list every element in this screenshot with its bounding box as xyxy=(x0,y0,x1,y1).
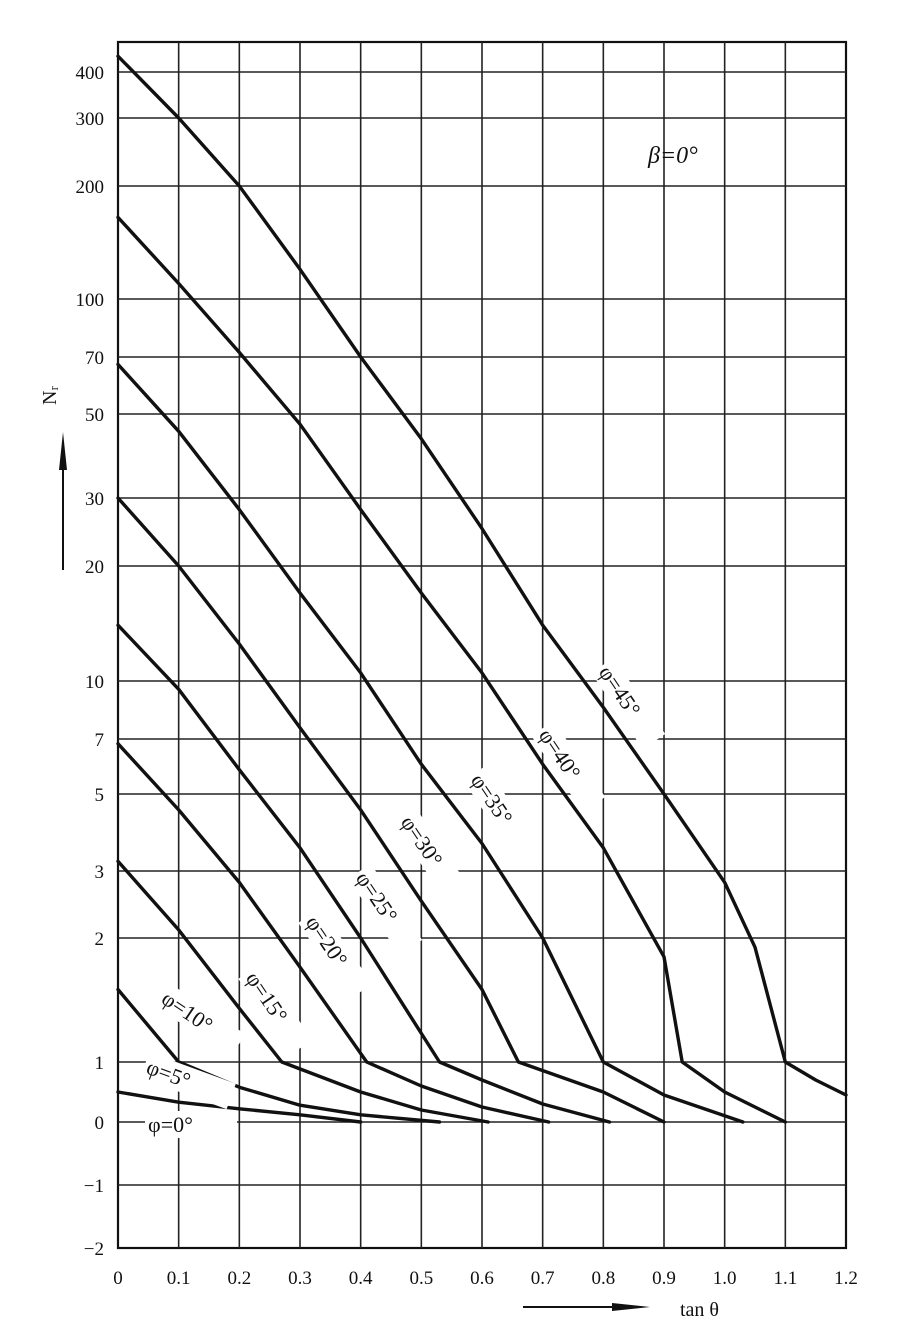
x-axis-label: tan θ xyxy=(680,1299,719,1321)
y-tick-label: 100 xyxy=(76,290,105,311)
y-tick-label: 1 xyxy=(95,1053,105,1074)
series-label-backdrop xyxy=(348,863,423,956)
curve-line xyxy=(116,496,666,1124)
grid-layer xyxy=(116,40,848,1250)
y-tick-label: 30 xyxy=(85,489,104,510)
series-label-backdrop xyxy=(154,982,246,1057)
x-tick-label: 0.8 xyxy=(591,1268,615,1289)
y-tick-label: 3 xyxy=(95,862,105,883)
y-tick-label: 20 xyxy=(85,557,104,578)
series-label-group: φ=15° xyxy=(238,963,313,1056)
curve-line xyxy=(116,742,551,1124)
curve-line xyxy=(116,362,745,1124)
series-label: φ=10° xyxy=(157,985,217,1037)
series-label-backdrop xyxy=(298,907,373,1000)
y-tick-label: −2 xyxy=(84,1239,104,1260)
series-label: φ=25° xyxy=(351,867,403,927)
y-tick-label: 2 xyxy=(95,929,105,950)
series-label: φ=45° xyxy=(594,661,646,721)
y-tick-label: 400 xyxy=(76,63,105,84)
series-label: φ=30° xyxy=(396,811,448,871)
x-tick-label: 0.7 xyxy=(531,1268,555,1289)
series-label-group: φ=25° xyxy=(348,863,423,956)
series-label-layer: φ=0°φ=5° φ=10° φ=15°φ=20°φ=25°φ=30° φ=35° φ=… xyxy=(140,657,666,1138)
x-tick-label: 1.0 xyxy=(713,1268,737,1289)
series-label-backdrop xyxy=(463,765,538,858)
y-tick-label: 50 xyxy=(85,405,104,426)
series-label: φ=0° xyxy=(148,1112,193,1137)
y-tick-label: 5 xyxy=(95,785,105,806)
series-label-group: φ=10° xyxy=(154,982,246,1057)
x-tick-labels: 0 0.1 0.2 0.3 0.4 0.5 0.6 0.7 0.8 0.9 1.0 1.1 1.2 xyxy=(113,1268,858,1289)
series-label-backdrop xyxy=(591,657,666,750)
curve-line xyxy=(116,987,442,1124)
series-label-group: φ=0° xyxy=(145,1111,237,1138)
series-label-backdrop xyxy=(393,807,468,900)
x-tick-label: 0.2 xyxy=(227,1268,251,1289)
curve-line xyxy=(116,623,612,1124)
x-tick-label: 0 xyxy=(113,1268,123,1289)
series-layer xyxy=(116,54,848,1124)
x-tick-label: 1.1 xyxy=(773,1268,797,1289)
y-axis-label: Nᵣ xyxy=(39,386,61,405)
series-label: φ=35° xyxy=(466,769,518,829)
y-tick-label: 7 xyxy=(95,730,105,751)
curve-line xyxy=(116,859,490,1124)
series-label-group: φ=35° xyxy=(463,765,538,858)
x-tick-label: 0.6 xyxy=(470,1268,494,1289)
series-label-backdrop xyxy=(531,720,606,813)
curve-line xyxy=(116,1090,363,1124)
x-tick-label: 1.2 xyxy=(834,1268,858,1289)
series-label-group: φ=5° xyxy=(140,1052,236,1110)
x-tick-label: 0.1 xyxy=(167,1268,191,1289)
series-label: φ=40° xyxy=(534,724,586,784)
y-tick-label: 70 xyxy=(85,348,104,369)
y-axis-arrowhead xyxy=(59,432,67,470)
beta-annotation: β=0° xyxy=(647,143,698,169)
x-axis-arrowhead xyxy=(612,1303,650,1311)
y-tick-label: 0 xyxy=(95,1113,105,1134)
curve-line xyxy=(116,54,848,1097)
x-tick-label: 0.9 xyxy=(652,1268,676,1289)
series-label-backdrop xyxy=(140,1052,236,1110)
x-tick-label: 0.3 xyxy=(288,1268,312,1289)
y-tick-label: 300 xyxy=(76,109,105,130)
x-tick-label: 0.5 xyxy=(409,1268,433,1289)
series-label-backdrop xyxy=(145,1111,237,1138)
series-label-backdrop xyxy=(238,963,313,1056)
series-label-group: φ=30° xyxy=(393,807,468,900)
series-label: φ=20° xyxy=(301,911,353,971)
curve-line xyxy=(116,215,787,1124)
x-tick-label: 0.4 xyxy=(349,1268,373,1289)
y-tick-label: −1 xyxy=(84,1176,104,1197)
y-tick-label: 200 xyxy=(76,177,105,198)
y-tick-label: 10 xyxy=(85,672,104,693)
